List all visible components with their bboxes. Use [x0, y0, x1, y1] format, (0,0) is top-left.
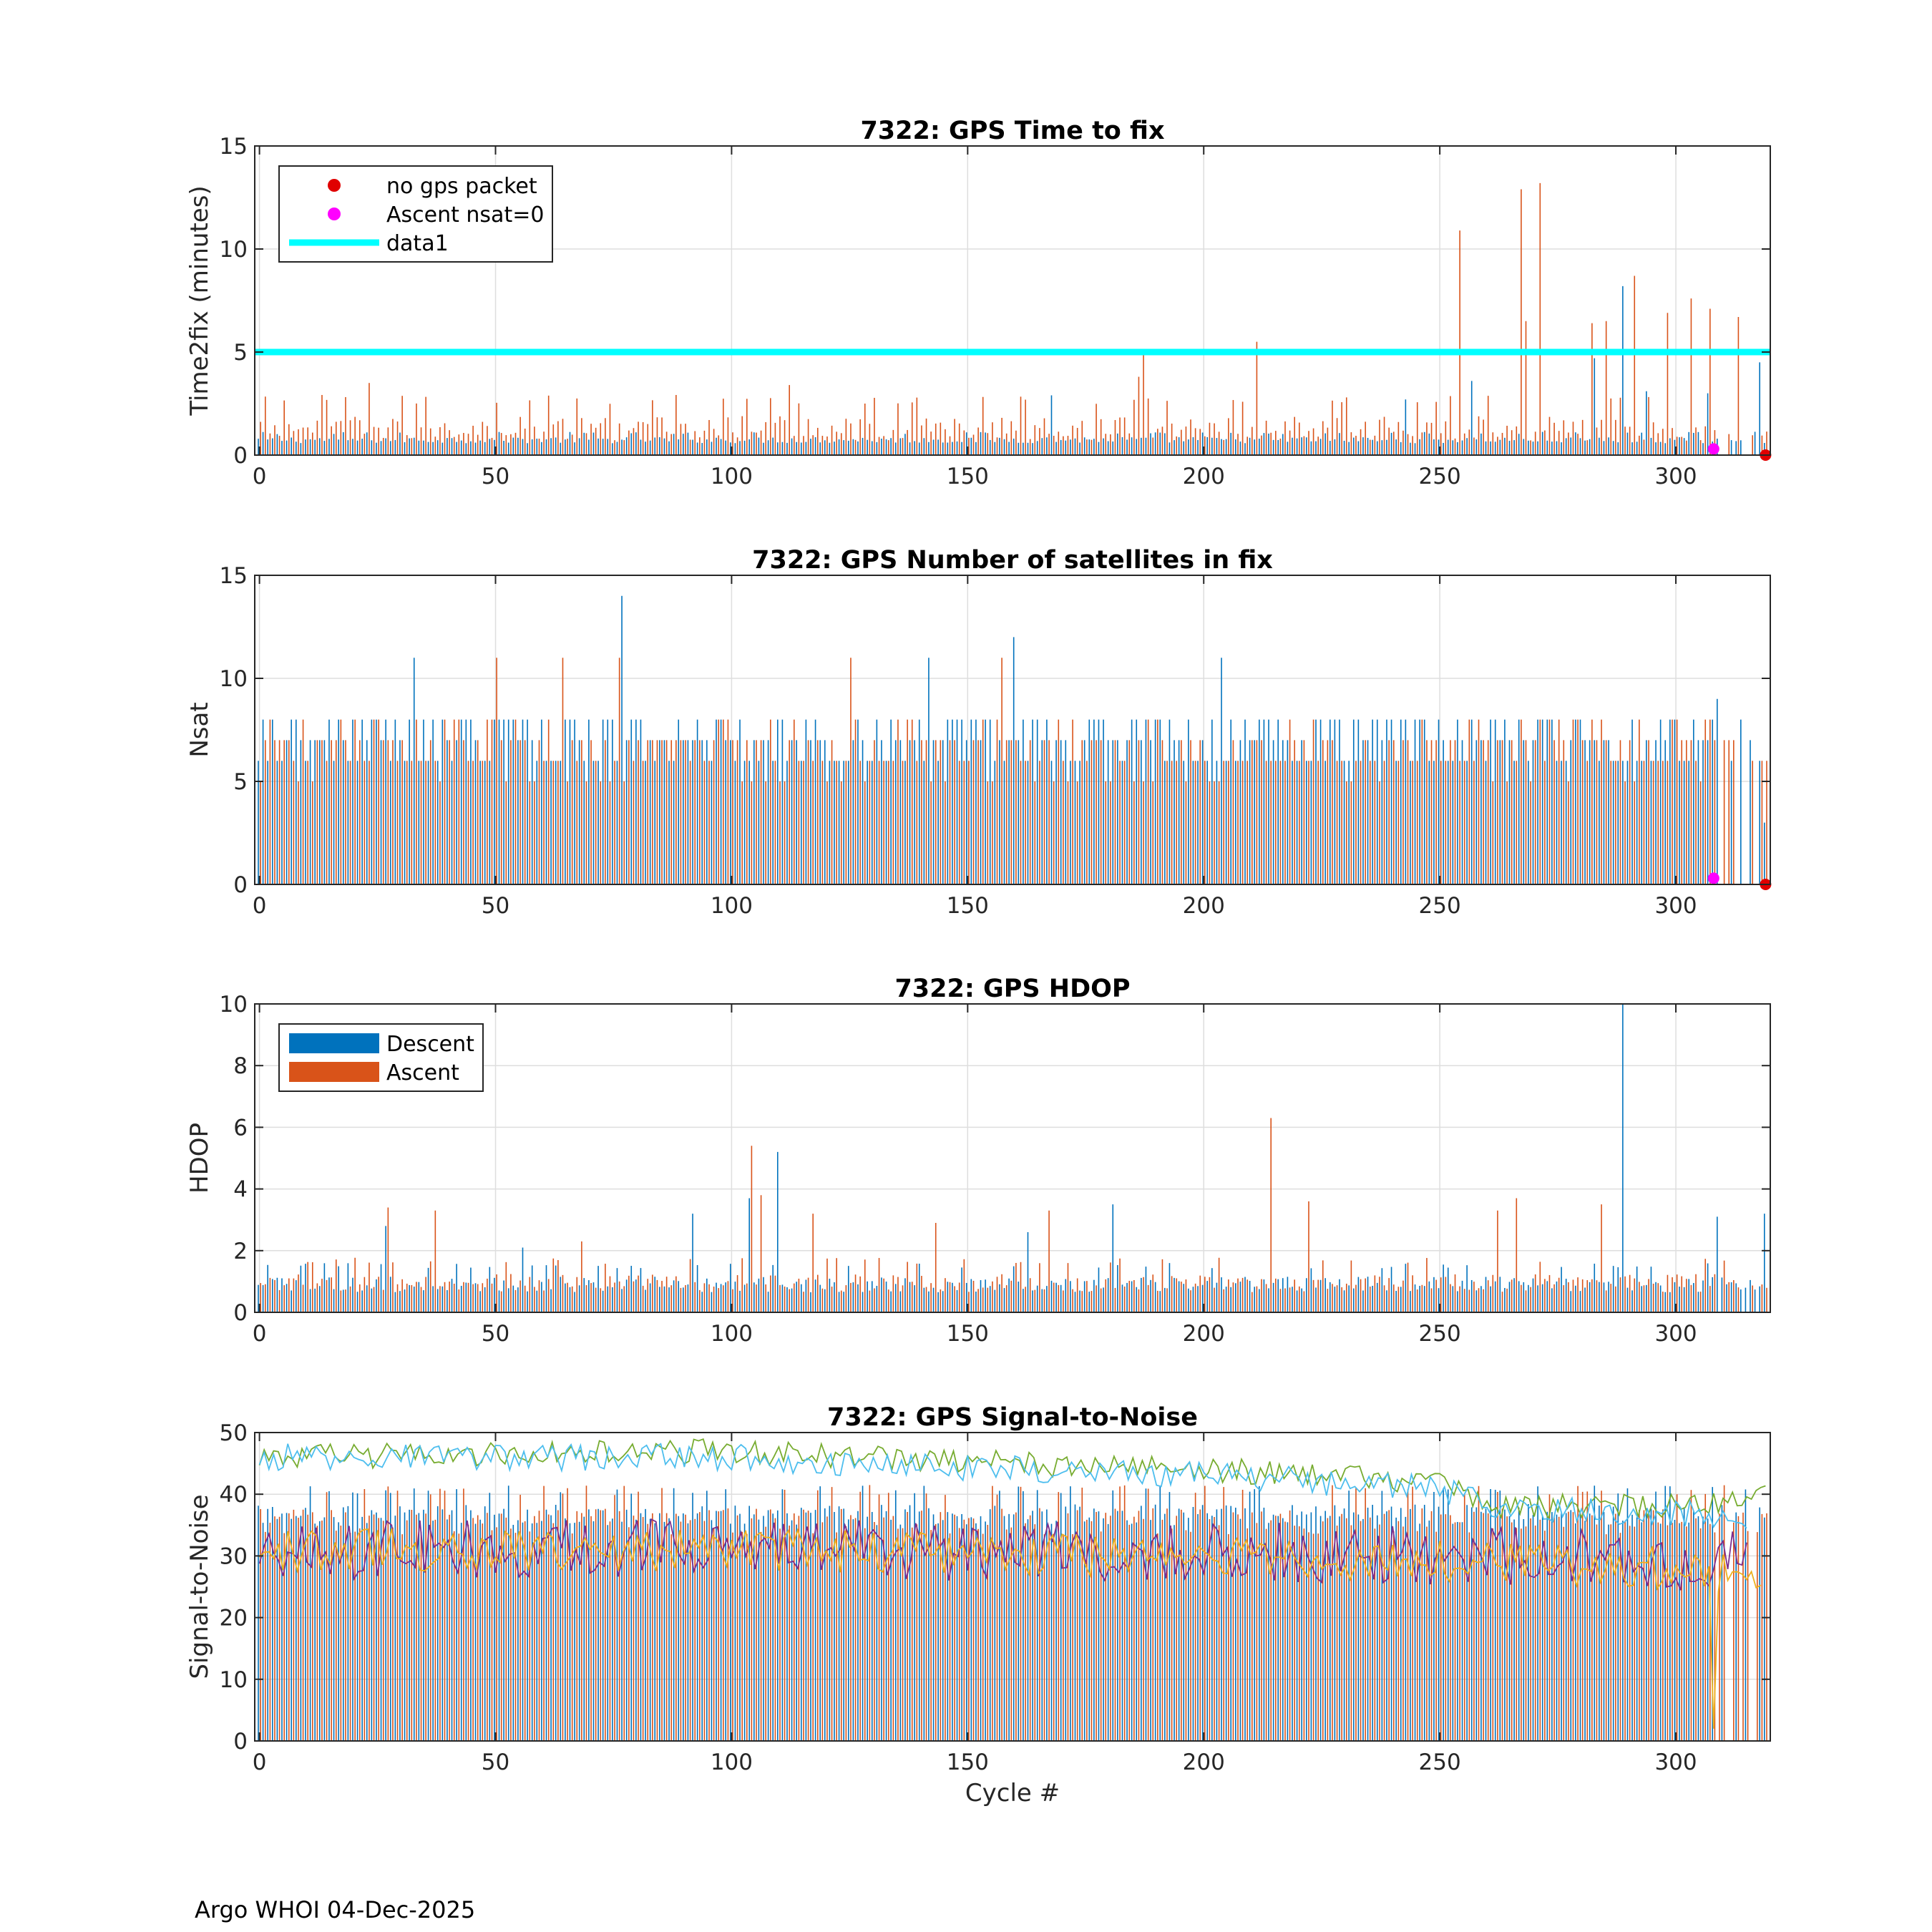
- bar-series-descent: [258, 595, 1765, 884]
- legend-label: Descent: [386, 1032, 474, 1057]
- y-tick-label: 2: [233, 1239, 248, 1264]
- bar-series-descent: [258, 286, 1765, 455]
- x-tick-label: 150: [947, 893, 989, 919]
- chart-title: 7322: GPS Time to fix: [860, 117, 1165, 145]
- x-tick-label: 50: [482, 464, 509, 489]
- y-tick-label: 20: [220, 1606, 248, 1631]
- x-tick-label: 250: [1419, 1750, 1461, 1775]
- line-snr-purple: [258, 1518, 1747, 1591]
- chart-title: 7322: GPS HDOP: [894, 975, 1130, 1003]
- legend-label: Ascent nsat=0: [386, 203, 544, 228]
- x-tick-label: 150: [947, 1750, 989, 1775]
- legend: Descent Ascent: [278, 1023, 484, 1092]
- bar-series-ascent: [260, 658, 1767, 884]
- x-tick-label: 100: [711, 1750, 753, 1775]
- panel-time-to-fix: 0 50 100 150 200 250 300 0 5 10 15 7322: GPS Time t…: [185, 117, 1772, 489]
- x-tick-label: 100: [711, 464, 753, 489]
- x-tick-label: 250: [1419, 464, 1461, 489]
- y-tick-label: 8: [233, 1053, 248, 1079]
- y-tick-label: 10: [220, 992, 248, 1018]
- x-tick-label: 250: [1419, 893, 1461, 919]
- x-tick-label: 0: [253, 893, 267, 919]
- x-tick-label: 100: [711, 893, 753, 919]
- axes-box: [254, 145, 1771, 456]
- chart-title: 7322: GPS Signal-to-Noise: [827, 1403, 1198, 1432]
- y-tick-label: 0: [233, 872, 248, 898]
- panel-hdop: 0 50 100 150 200 250 300 0 2 4 6 8 10 7322: GPS HDOP H…: [185, 975, 1771, 1347]
- x-tick-label: 300: [1654, 893, 1697, 919]
- x-tick-label: 300: [1654, 1321, 1697, 1347]
- legend: no gps packet Ascent nsat=0 data1: [278, 165, 553, 263]
- x-tick-label: 100: [711, 1321, 753, 1347]
- x-tick-label: 50: [482, 893, 509, 919]
- legend-marker: [328, 179, 341, 192]
- line-snr-lightblue: [258, 1443, 1747, 1529]
- bar-series-ascent: [260, 182, 1767, 455]
- axes-box: [254, 1432, 1771, 1742]
- bar-series-ascent: [260, 1485, 1767, 1741]
- y-tick-label: 10: [220, 1667, 248, 1693]
- x-tick-label: 200: [1183, 893, 1225, 919]
- legend-patch: [289, 1062, 379, 1082]
- x-tick-label: 300: [1654, 464, 1697, 489]
- legend-label: data1: [386, 231, 449, 256]
- y-axis-label: HDOP: [185, 1123, 214, 1194]
- x-tick-label: 150: [947, 464, 989, 489]
- y-tick-label: 5: [233, 769, 248, 795]
- footer-credit: Argo WHOI 04-Dec-2025: [195, 1896, 476, 1923]
- y-tick-label: 10: [220, 237, 248, 263]
- y-tick-label: 0: [233, 443, 248, 469]
- x-tick-label: 300: [1654, 1750, 1697, 1775]
- x-tick-label: 50: [482, 1321, 509, 1347]
- legend-marker: [328, 208, 341, 220]
- x-tick-label: 250: [1419, 1321, 1461, 1347]
- x-tick-label: 200: [1183, 1321, 1225, 1347]
- bar-series-ascent: [260, 1118, 1767, 1312]
- y-tick-label: 15: [220, 563, 248, 589]
- y-axis-label: Signal-to-Noise: [185, 1494, 214, 1679]
- y-tick-label: 15: [220, 134, 248, 160]
- y-tick-label: 0: [233, 1300, 248, 1326]
- y-tick-label: 5: [233, 340, 248, 366]
- legend-label: Ascent: [386, 1060, 459, 1085]
- y-tick-label: 50: [220, 1420, 248, 1446]
- chart-title: 7322: GPS Number of satellites in fix: [752, 546, 1273, 575]
- marker-ascent-nsat-0: [1707, 443, 1719, 455]
- y-axis-label: Nsat: [185, 702, 214, 757]
- y-tick-label: 0: [233, 1729, 248, 1755]
- bar-series-descent: [258, 1004, 1765, 1312]
- x-axis-label: Cycle #: [965, 1779, 1060, 1807]
- line-snr-green: [258, 1438, 1766, 1521]
- y-axis-label: Time2fix (minutes): [185, 185, 214, 416]
- legend-patch: [289, 1033, 379, 1053]
- x-tick-label: 0: [253, 464, 267, 489]
- panel-signal-to-noise: 0 50 100 150 200 250 300 0 10 20 30 40 50 7322: GPS S…: [185, 1403, 1771, 1807]
- y-tick-label: 6: [233, 1115, 248, 1141]
- legend-label: no gps packet: [386, 174, 537, 199]
- x-tick-label: 0: [253, 1321, 267, 1347]
- x-tick-label: 200: [1183, 464, 1225, 489]
- panel-number-of-satellites: 0 50 100 150 200 250 300 0 5 10 15 7322: GPS Number…: [185, 546, 1772, 919]
- y-tick-label: 10: [220, 666, 248, 692]
- marker-ascent-nsat-0: [1707, 872, 1719, 884]
- legend-box: [278, 165, 553, 263]
- y-tick-label: 4: [233, 1177, 248, 1203]
- axes-box: [254, 575, 1771, 885]
- x-tick-label: 150: [947, 1321, 989, 1347]
- y-tick-label: 40: [220, 1482, 248, 1508]
- y-tick-label: 30: [220, 1543, 248, 1569]
- x-tick-label: 200: [1183, 1750, 1225, 1775]
- x-tick-label: 0: [253, 1750, 267, 1775]
- x-tick-label: 50: [482, 1750, 509, 1775]
- axes-box: [254, 1003, 1771, 1313]
- line-snr-yellow: [258, 1528, 1762, 1729]
